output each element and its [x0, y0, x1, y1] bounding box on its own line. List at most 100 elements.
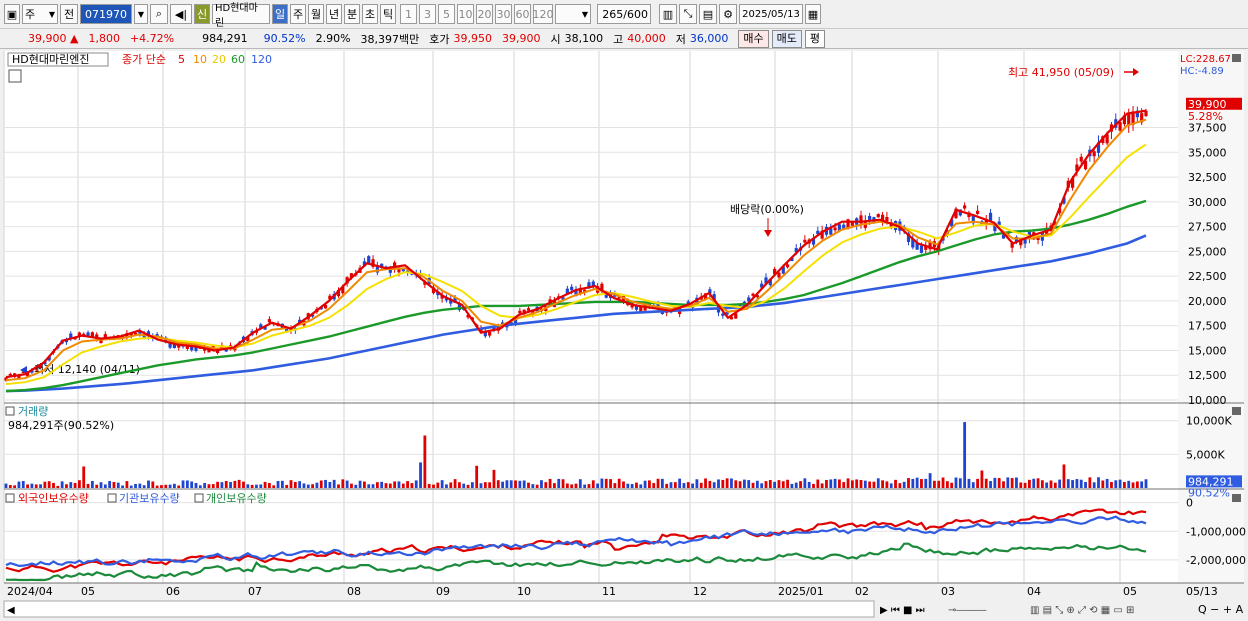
- gear-icon[interactable]: ⚙: [719, 4, 737, 24]
- period-button[interactable]: 월: [308, 4, 324, 24]
- scroll-left-icon[interactable]: ◀: [7, 605, 15, 616]
- ma5-line: [5, 109, 1147, 379]
- volume-bar: [652, 483, 656, 488]
- volume-value: 984,291: [202, 32, 248, 45]
- candle-body: [837, 224, 842, 232]
- candle-body: [457, 303, 462, 311]
- panel-checkbox[interactable]: [194, 493, 204, 503]
- volume-bar: [43, 481, 47, 488]
- candle-body: [215, 350, 220, 354]
- search-icon[interactable]: ⌕: [150, 4, 168, 24]
- zoom-controls-icon[interactable]: Q − + A: [1198, 603, 1244, 616]
- candle-body: [803, 239, 807, 243]
- interval-dropdown[interactable]: ▼: [555, 4, 591, 24]
- candle-body: [975, 210, 980, 214]
- close-icon[interactable]: [1232, 494, 1241, 502]
- calendar-icon[interactable]: ▦: [805, 4, 821, 24]
- save-icon[interactable]: ▤: [699, 4, 717, 24]
- volume-bar: [1144, 479, 1148, 488]
- volume-bar: [285, 484, 289, 488]
- volume-bar: [557, 478, 561, 488]
- volume-bar: [531, 484, 535, 488]
- interval-button[interactable]: 10: [457, 4, 474, 24]
- volume-bar: [626, 483, 630, 488]
- candle-body: [246, 337, 250, 342]
- candle-body: [505, 325, 509, 328]
- period-button[interactable]: 틱: [380, 4, 396, 24]
- candle-body: [729, 316, 734, 320]
- candle-body: [751, 293, 755, 296]
- sell-button[interactable]: 매도: [771, 29, 802, 48]
- prev-button[interactable]: 전: [60, 4, 78, 24]
- volume-bar: [773, 481, 777, 488]
- candle-body: [1010, 242, 1014, 248]
- volume-bar: [816, 479, 820, 488]
- count-field[interactable]: 265/600: [597, 4, 651, 24]
- candle-body: [876, 214, 880, 218]
- panel-checkbox[interactable]: [5, 493, 15, 503]
- candle-body: [90, 332, 94, 338]
- volume-bar: [656, 478, 660, 488]
- low-arrow-icon: [20, 366, 27, 374]
- date-field[interactable]: 2025/05/13: [739, 4, 803, 24]
- tool-icons[interactable]: ▥ ▤ ⤡ ⊕ ⤢ ⟲ ▦ ▭ ⊞: [1030, 605, 1134, 616]
- period-button[interactable]: 일: [272, 4, 288, 24]
- candle-body: [488, 331, 492, 336]
- interval-button[interactable]: 30: [495, 4, 512, 24]
- code-dropdown-icon[interactable]: ▼: [134, 4, 148, 24]
- interval-button[interactable]: 1: [400, 4, 417, 24]
- volume-bar: [1023, 482, 1027, 488]
- x-tick-label: 11: [602, 585, 616, 598]
- volume-bar: [427, 483, 431, 488]
- close-icon[interactable]: [1232, 407, 1241, 415]
- period-button[interactable]: 분: [344, 4, 360, 24]
- speaker-icon[interactable]: ◀|: [170, 4, 192, 24]
- interval-button[interactable]: 3: [419, 4, 436, 24]
- volume-bar: [272, 485, 276, 488]
- volume-bar: [393, 481, 397, 488]
- volume-bar: [933, 480, 936, 488]
- volume-bar: [691, 483, 694, 488]
- volume-bar: [276, 481, 280, 488]
- close-icon[interactable]: [1232, 54, 1241, 62]
- interval-button[interactable]: 60: [514, 4, 531, 24]
- period-select[interactable]: 주 ▼: [22, 4, 58, 24]
- volume-bar: [95, 484, 99, 488]
- x-tick-label: 05: [1123, 585, 1137, 598]
- volume-bar: [924, 478, 928, 488]
- panel-checkbox[interactable]: [5, 406, 15, 416]
- panel-checkbox[interactable]: [107, 493, 117, 503]
- buy-button[interactable]: 매수: [738, 29, 769, 48]
- avg-button[interactable]: 평: [804, 29, 826, 48]
- layout-icon[interactable]: ▣: [4, 4, 20, 24]
- candle-body: [574, 289, 578, 297]
- interval-button[interactable]: 120: [533, 4, 554, 24]
- volume-bar: [855, 479, 859, 488]
- volume-bar: [1140, 481, 1144, 488]
- volume-bar: [268, 483, 271, 488]
- stock-code-input[interactable]: 071970: [80, 4, 132, 24]
- tools-icon[interactable]: ⤡: [679, 4, 697, 24]
- volume-bar: [501, 481, 504, 488]
- volume-bar: [963, 422, 967, 488]
- candle-body: [30, 370, 34, 373]
- volume-bar: [1010, 478, 1014, 488]
- candle-body: [380, 263, 384, 269]
- volume-bar: [177, 485, 181, 488]
- candle-body: [885, 217, 889, 222]
- period-button[interactable]: 초: [362, 4, 378, 24]
- zoom-slider-icon[interactable]: ⊸―――: [948, 605, 986, 616]
- period-button[interactable]: 년: [326, 4, 342, 24]
- candle-body: [4, 377, 8, 381]
- interval-button[interactable]: 20: [476, 4, 493, 24]
- scroll-right-icon[interactable]: ▶ ⏮ ■ ⏭: [880, 605, 925, 616]
- period-button[interactable]: 주: [290, 4, 306, 24]
- chart-type-icon[interactable]: ▥: [659, 4, 677, 24]
- candle-body: [820, 230, 824, 239]
- table-icon[interactable]: [8, 69, 22, 83]
- volume-bar: [1131, 482, 1135, 488]
- horizontal-scrollbar[interactable]: [3, 600, 875, 618]
- interval-button[interactable]: 5: [438, 4, 455, 24]
- count-total: /600: [623, 7, 648, 21]
- volume-bar: [56, 485, 60, 488]
